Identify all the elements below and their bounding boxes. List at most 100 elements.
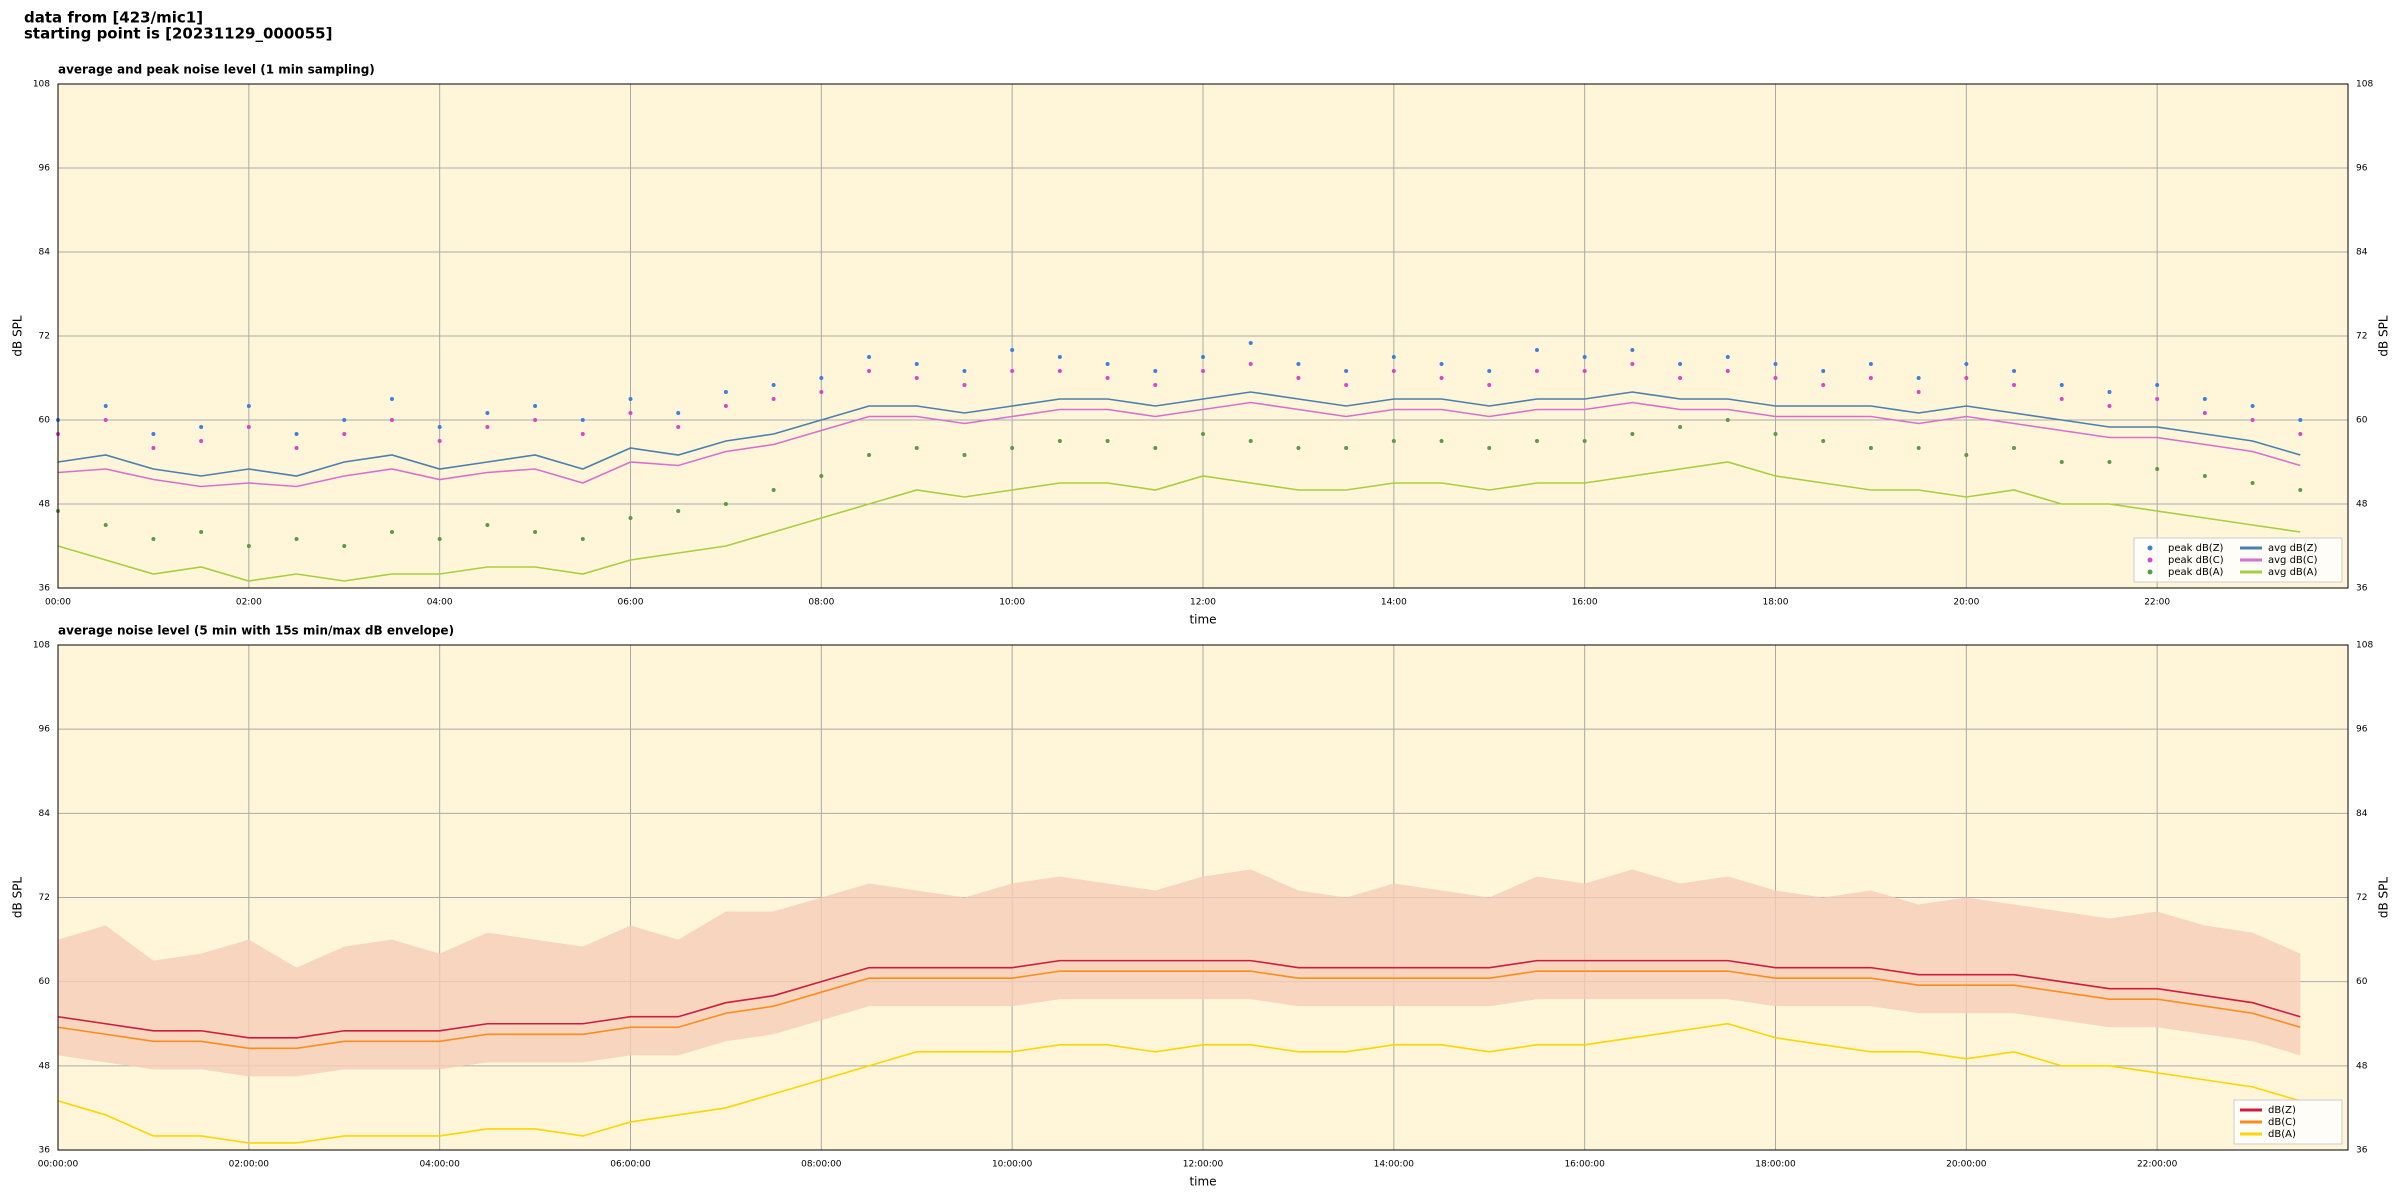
peak-point [246,544,251,548]
peak-point [1296,376,1301,380]
y-tick-label: 72 [39,332,50,342]
y-tick-label: 84 [39,809,51,819]
peak-point [2155,467,2160,471]
peak-point [1153,383,1158,387]
x-tick-label: 06:00 [618,598,644,608]
peak-point [151,537,156,541]
peak-point [1773,432,1778,436]
peak-point [771,383,776,387]
chart-title: average noise level (5 min with 15s min/… [58,624,454,638]
peak-point [723,404,728,408]
legend-label: avg dB(C) [2268,555,2318,566]
x-tick-label: 10:00:00 [992,1160,1033,1170]
peak-point [103,404,108,408]
peak-point [1678,376,1683,380]
peak-point [2250,418,2255,422]
header-line: starting point is [20231129_000055] [24,25,332,43]
x-tick-label: 20:00:00 [1946,1160,1987,1170]
peak-point [2202,474,2207,478]
peak-point [103,523,108,527]
peak-point [2107,404,2112,408]
x-tick-label: 00:00:00 [38,1160,79,1170]
peak-point [389,418,394,422]
peak-point [1821,369,1826,373]
peak-point [2059,383,2064,387]
y-tick-label: 72 [2356,893,2367,903]
peak-point [1153,369,1158,373]
legend-label: dB(C) [2268,1117,2296,1128]
x-tick-label: 08:00 [808,598,834,608]
x-tick-label: 00:00 [45,598,71,608]
peak-point [342,418,347,422]
peak-point [1868,362,1873,366]
peak-point [1821,383,1826,387]
legend-label: avg dB(Z) [2268,543,2318,554]
peak-point [1344,369,1349,373]
peak-point [342,432,347,436]
peak-point [1534,348,1539,352]
y-tick-label: 36 [39,584,51,594]
x-tick-label: 18:00:00 [1755,1160,1796,1170]
x-tick-label: 04:00 [427,598,453,608]
peak-point [723,390,728,394]
peak-point [1439,439,1444,443]
peak-point [580,537,585,541]
peak-point [294,537,299,541]
peak-point [1487,369,1492,373]
plot-frame [57,83,2349,589]
legend-label: dB(Z) [2268,1105,2296,1116]
legend-label: peak dB(C) [2168,555,2224,566]
peak-point [342,544,347,548]
peak-point [1630,432,1635,436]
x-tick-label: 18:00 [1763,598,1789,608]
peak-point [1821,439,1826,443]
peak-point [1725,418,1730,422]
y-tick-label: 84 [2356,809,2368,819]
y-axis-label: dB SPL [2377,315,2391,357]
x-tick-label: 08:00:00 [801,1160,842,1170]
peak-point [1296,446,1301,450]
peak-point [867,369,872,373]
peak-point [1248,362,1253,366]
peak-point [2250,481,2255,485]
peak-point [819,474,824,478]
peak-point [676,509,681,513]
peak-point [1725,355,1730,359]
peak-point [1678,362,1683,366]
peak-point [1916,446,1921,450]
peak-point [2012,383,2017,387]
peak-point [1057,439,1062,443]
envelope [58,869,2301,1077]
x-tick-label: 10:00 [999,598,1025,608]
peak-point [819,376,824,380]
y-tick-label: 60 [2356,416,2368,426]
peak-point [914,362,919,366]
series-line [57,1022,2301,1144]
peak-point [2059,460,2064,464]
y-tick-label: 108 [33,641,50,651]
legend-label: peak dB(A) [2168,567,2224,578]
peak-point [1391,369,1396,373]
peak-point [771,488,776,492]
legend-label: peak dB(Z) [2168,543,2224,554]
x-tick-label: 02:00 [236,598,262,608]
peak-point [1964,362,1969,366]
series-line [57,461,2301,582]
y-tick-label: 36 [2356,1146,2368,1156]
legend-marker [2147,545,2153,551]
y-tick-label: 84 [39,248,51,258]
peak-point [1248,439,1253,443]
peak-point [2155,397,2160,401]
peak-point [1010,348,1015,352]
peak-point [1582,355,1587,359]
peak-point [723,502,728,506]
peak-point [2298,432,2303,436]
peak-point [1153,446,1158,450]
peak-point [437,425,442,429]
peak-point [246,425,251,429]
y-tick-label: 36 [39,1146,51,1156]
series-line [57,391,2301,477]
peak-point [199,425,204,429]
peak-point [962,369,967,373]
peak-point [485,411,490,415]
